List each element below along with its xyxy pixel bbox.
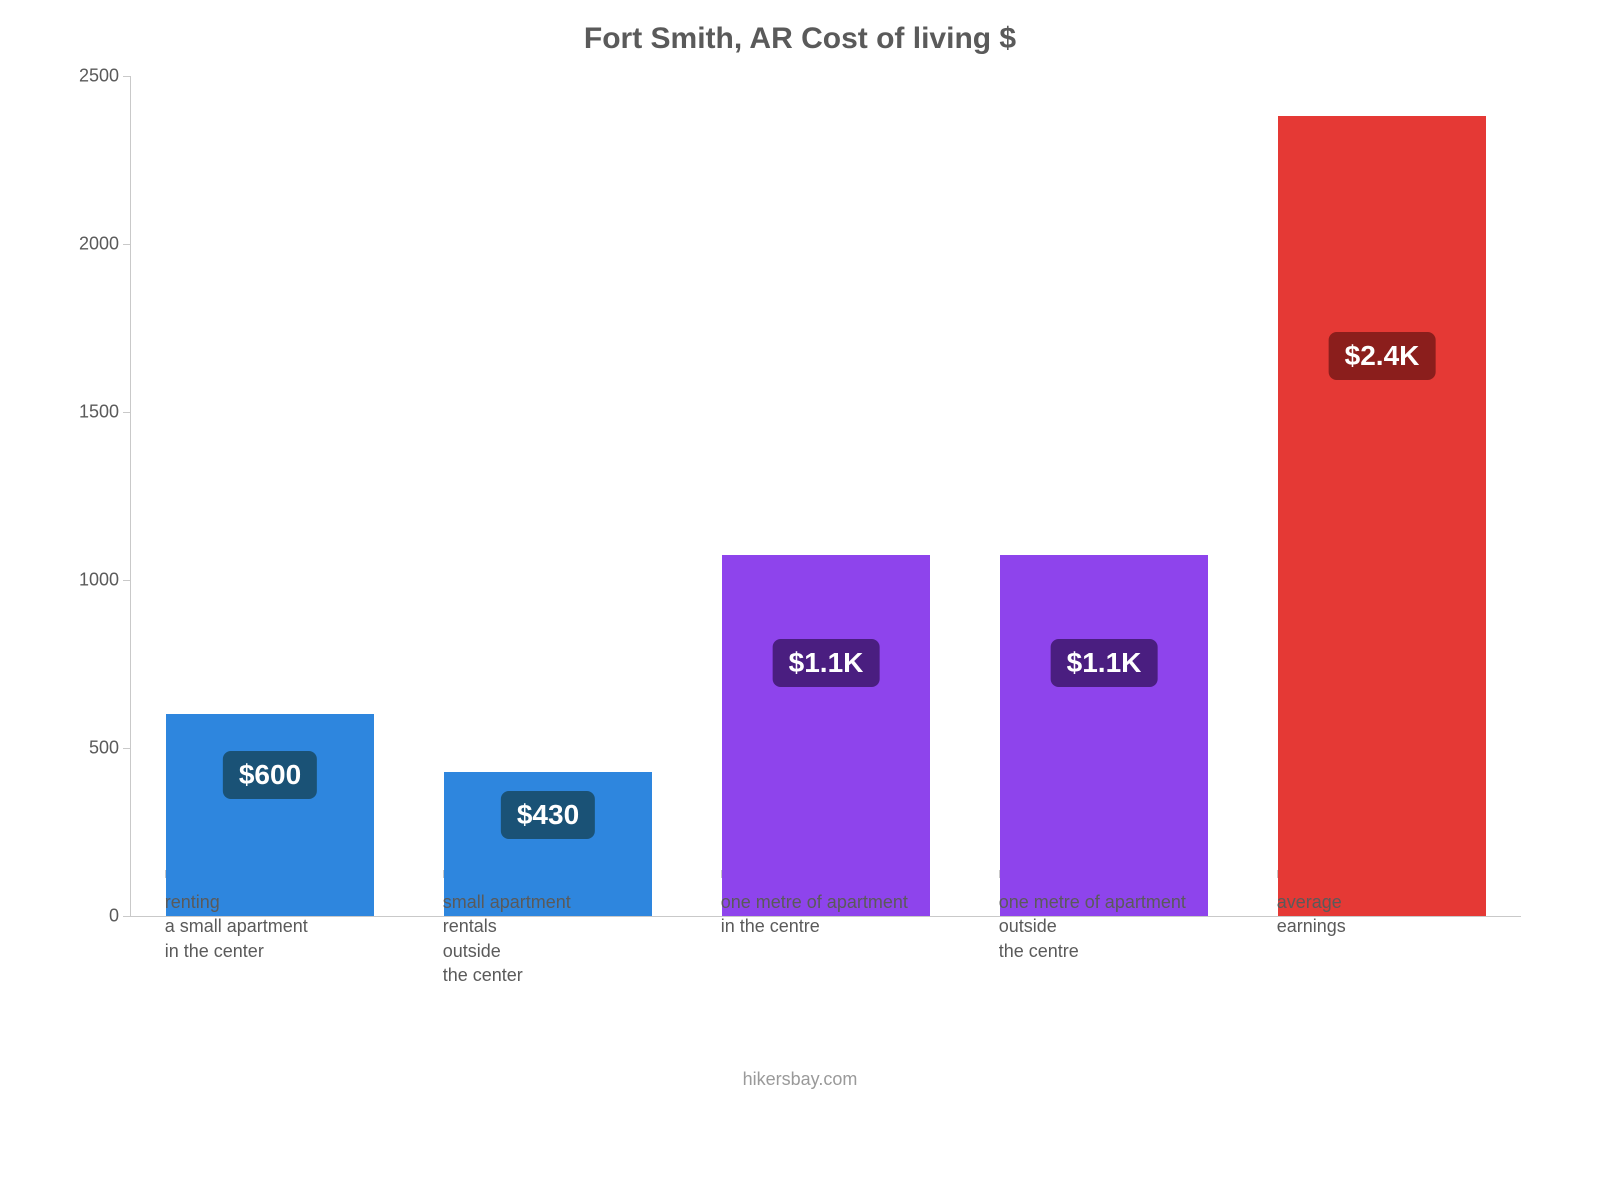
bar-slot: $430 (444, 76, 653, 916)
bar-slot: $600 (166, 76, 375, 916)
chart-credit: hikersbay.com (60, 1069, 1540, 1090)
y-tick-mark (123, 244, 131, 245)
bar-value-label: $430 (501, 791, 595, 839)
bar-slot: $1.1K (722, 76, 931, 916)
x-tick-mark (165, 870, 166, 878)
bar: $2.4K (1278, 116, 1487, 916)
y-tick-mark (123, 76, 131, 77)
x-tick-mark (1277, 870, 1278, 878)
bar: $1.1K (1000, 555, 1209, 916)
x-axis-label: small apartment rentals outside the cent… (443, 890, 571, 987)
y-tick-label: 2000 (61, 234, 119, 255)
x-axis-label: renting a small apartment in the center (165, 890, 308, 963)
bar-value-label: $1.1K (1051, 639, 1158, 687)
bar: $600 (166, 714, 375, 916)
x-axis-label: average earnings (1277, 890, 1346, 939)
bar-value-label: $2.4K (1329, 332, 1436, 380)
x-axis-label: one metre of apartment outside the centr… (999, 890, 1186, 963)
y-tick-label: 0 (61, 906, 119, 927)
x-tick-mark (443, 870, 444, 878)
bar: $1.1K (722, 555, 931, 916)
y-tick-label: 1500 (61, 402, 119, 423)
y-tick-label: 500 (61, 738, 119, 759)
bar-value-label: $1.1K (773, 639, 880, 687)
x-tick-mark (721, 870, 722, 878)
bar-slot: $2.4K (1278, 76, 1487, 916)
chart-title: Fort Smith, AR Cost of living $ (60, 22, 1540, 56)
y-tick-label: 2500 (61, 66, 119, 87)
x-axis-label: one metre of apartment in the centre (721, 890, 908, 939)
bars-container: $600 $430 $1.1K $1.1K $2.4K (131, 76, 1521, 916)
y-tick-mark (123, 748, 131, 749)
y-tick-mark (123, 916, 131, 917)
plot-area: 05001000150020002500$600$430$1.1K$1.1K$2… (130, 76, 1521, 917)
cost-of-living-chart: Fort Smith, AR Cost of living $ 0 500 1000… (60, 10, 1540, 1110)
y-tick-mark (123, 580, 131, 581)
y-tick-mark (123, 412, 131, 413)
bar-slot: $1.1K (1000, 76, 1209, 916)
x-tick-mark (999, 870, 1000, 878)
bar-value-label: $600 (223, 751, 317, 799)
y-tick-label: 1000 (61, 570, 119, 591)
